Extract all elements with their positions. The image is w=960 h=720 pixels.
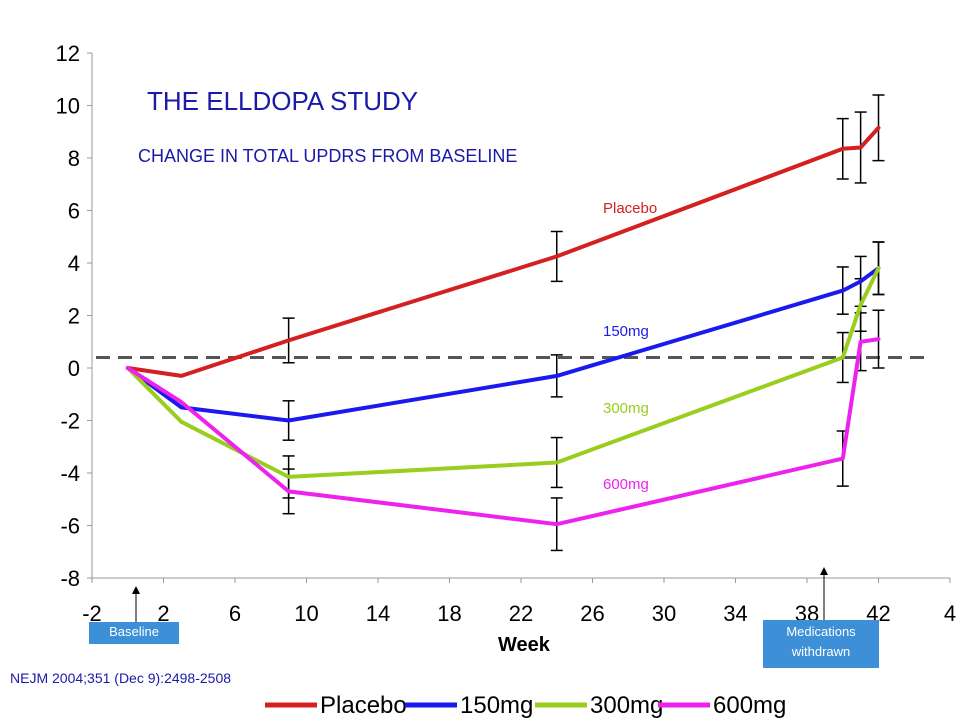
- series-line-150mg: [125, 266, 881, 423]
- series-label-300mg: 300mg: [603, 400, 649, 417]
- y-tick-label: 2: [68, 304, 80, 329]
- x-tick-label: 18: [437, 601, 461, 626]
- series-lines: [125, 125, 881, 527]
- series-line-placebo: [125, 125, 881, 378]
- chart-subtitle: CHANGE IN TOTAL UPDRS FROM BASELINE: [138, 146, 518, 166]
- y-tick-label: -2: [60, 409, 80, 434]
- x-tick-label: 6: [229, 601, 241, 626]
- y-tick-label: -8: [60, 566, 80, 591]
- x-tick-label: 14: [366, 601, 390, 626]
- legend: Placebo 150mg 300mg 600mg: [265, 692, 786, 719]
- y-tick-label: 12: [56, 41, 80, 66]
- y-tick-label: 10: [56, 94, 80, 119]
- series-label-600mg: 600mg: [603, 476, 649, 493]
- annotation-arrows: [132, 567, 828, 622]
- series-labels: Placebo 150mg 300mg 600mg: [603, 200, 657, 493]
- x-tick-label: -2: [82, 601, 102, 626]
- x-tick-label: 22: [509, 601, 533, 626]
- series-line-300mg: [125, 266, 881, 479]
- y-tick-label: 0: [68, 356, 80, 381]
- legend-label-600mg: 600mg: [713, 692, 786, 719]
- series-label-placebo: Placebo: [603, 200, 657, 217]
- series-label-150mg: 150mg: [603, 323, 649, 340]
- x-tick-label: 10: [294, 601, 318, 626]
- x-tick-label: 2: [157, 601, 169, 626]
- x-tick-label: 4: [944, 601, 956, 626]
- legend-label-150mg: 150mg: [460, 692, 533, 719]
- x-tick-label: 30: [652, 601, 676, 626]
- x-tick-label: 26: [580, 601, 604, 626]
- legend-label-placebo: Placebo: [320, 692, 407, 719]
- y-tick-label: 6: [68, 199, 80, 224]
- withdrawn-arrow-head: [820, 567, 828, 575]
- x-axis-label: Week: [498, 634, 550, 656]
- baseline-callout: Baseline: [89, 622, 179, 644]
- medications-withdrawn-callout: Medications withdrawn: [763, 620, 879, 668]
- y-tick-label: -6: [60, 514, 80, 539]
- y-tick-label: 8: [68, 146, 80, 171]
- y-tick-label: -4: [60, 461, 80, 486]
- chart-title: THE ELLDOPA STUDY: [147, 86, 419, 116]
- y-tick-label: 4: [68, 251, 80, 276]
- x-tick-label: 34: [723, 601, 747, 626]
- legend-label-300mg: 300mg: [590, 692, 663, 719]
- series-line-600mg: [125, 337, 881, 527]
- citation: NEJM 2004;351 (Dec 9):2498-2508: [10, 670, 232, 686]
- baseline-arrow-head: [132, 586, 140, 594]
